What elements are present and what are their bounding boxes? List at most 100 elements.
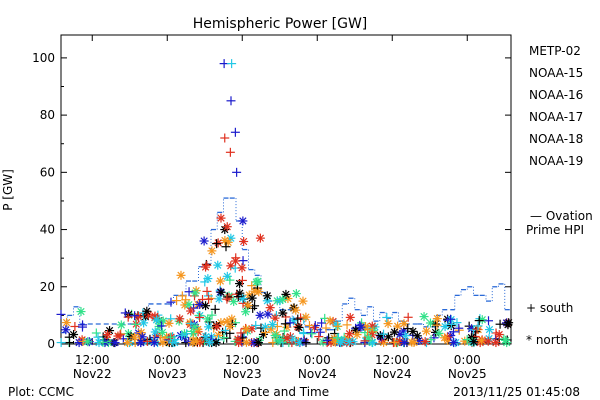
data-point-noaa-18-south bbox=[333, 321, 343, 331]
data-point-noaa-19-north bbox=[420, 337, 430, 347]
data-point-noaa-19-north bbox=[345, 312, 355, 322]
x-tick-label: 12:00 bbox=[75, 353, 110, 367]
data-point-noaa-18-north bbox=[188, 338, 198, 348]
data-point-noaa-15-south bbox=[184, 287, 194, 297]
x-tick-label: Nov24 bbox=[373, 367, 412, 381]
data-point-noaa-19-north bbox=[175, 314, 185, 324]
legend-item-noaa-17: NOAA-17 bbox=[529, 110, 583, 124]
data-point-noaa-15-south bbox=[484, 316, 494, 326]
data-point-noaa-16-south bbox=[170, 335, 180, 345]
data-point-noaa-19-north bbox=[212, 321, 222, 331]
data-point-noaa-16-south bbox=[200, 277, 210, 287]
data-point-noaa-16-south bbox=[227, 59, 237, 69]
data-point-noaa-17-south bbox=[499, 334, 509, 344]
data-point-noaa-19-south bbox=[195, 312, 205, 322]
y-tick-label: 60 bbox=[40, 165, 55, 179]
data-point-noaa-19-north bbox=[201, 262, 211, 272]
data-point-noaa-18-north bbox=[291, 305, 301, 315]
data-point-noaa-19-south bbox=[236, 328, 246, 338]
data-point-noaa-19-north bbox=[237, 263, 247, 273]
x-tick-label: Nov22 bbox=[73, 367, 112, 381]
data-point-noaa-16-north bbox=[213, 260, 223, 270]
data-point-noaa-17-north bbox=[229, 297, 239, 307]
data-point-metp-02-south bbox=[280, 319, 290, 329]
data-point-metp-02-north bbox=[262, 291, 272, 301]
data-point-noaa-18-north bbox=[62, 318, 72, 328]
x-tick-label: Nov23 bbox=[148, 367, 187, 381]
data-point-noaa-17-north bbox=[190, 322, 200, 332]
x-tick-label: 0:00 bbox=[454, 353, 481, 367]
data-point-noaa-19-north bbox=[483, 336, 493, 346]
data-point-noaa-19-north bbox=[265, 303, 275, 313]
x-axis-label: Date and Time bbox=[241, 385, 329, 399]
data-point-noaa-19-north bbox=[213, 238, 223, 248]
data-point-noaa-15-south bbox=[232, 167, 242, 177]
y-axis-label: P [GW] bbox=[1, 169, 15, 211]
data-point-noaa-17-north bbox=[76, 307, 86, 317]
data-point-metp-02-south bbox=[474, 316, 484, 326]
data-point-metp-02-north bbox=[247, 293, 257, 303]
x-tick-label: 12:00 bbox=[375, 353, 410, 367]
data-point-metp-02-north bbox=[281, 289, 291, 299]
data-point-metp-02-north bbox=[253, 338, 263, 348]
data-point-noaa-18-north bbox=[243, 300, 253, 310]
data-point-noaa-17-south bbox=[98, 337, 108, 347]
data-point-noaa-17-south bbox=[219, 333, 229, 343]
data-point-metp-02-south bbox=[210, 304, 220, 314]
data-point-noaa-19-north bbox=[233, 334, 243, 344]
data-point-noaa-16-south bbox=[379, 329, 389, 339]
data-point-noaa-16-south bbox=[452, 318, 462, 328]
data-point-noaa-17-south bbox=[332, 333, 342, 343]
data-point-noaa-18-north bbox=[241, 324, 251, 334]
data-point-noaa-15-south bbox=[317, 318, 327, 328]
data-point-noaa-17-north bbox=[434, 328, 444, 338]
data-point-metp-02-south bbox=[293, 314, 303, 324]
data-point-noaa-19-north bbox=[344, 329, 354, 339]
data-point-noaa-18-north bbox=[383, 319, 393, 329]
data-point-noaa-17-south bbox=[426, 335, 436, 345]
data-point-noaa-18-north bbox=[298, 296, 308, 306]
data-point-noaa-15-north bbox=[356, 322, 366, 332]
data-point-noaa-15-south bbox=[56, 309, 66, 319]
data-point-noaa-15-south bbox=[454, 323, 464, 333]
data-point-noaa-19-north bbox=[133, 311, 143, 321]
data-point-noaa-15-north bbox=[238, 216, 248, 226]
data-point-noaa-17-north bbox=[278, 294, 288, 304]
data-point-noaa-18-north bbox=[409, 338, 419, 348]
data-point-metp-02-south bbox=[65, 338, 75, 348]
data-point-noaa-16-north bbox=[214, 294, 224, 304]
data-point-noaa-17-north bbox=[116, 320, 126, 330]
data-point-noaa-19-north bbox=[494, 330, 504, 340]
data-point-noaa-18-north bbox=[223, 237, 233, 247]
data-point-noaa-15-north bbox=[399, 338, 409, 348]
data-point-noaa-15-south bbox=[157, 321, 167, 331]
x-tick-label: 12:00 bbox=[225, 353, 260, 367]
data-point-noaa-17-north bbox=[83, 337, 93, 347]
data-point-noaa-18-south bbox=[342, 320, 352, 330]
data-point-noaa-18-north bbox=[432, 314, 442, 324]
data-point-noaa-17-north bbox=[425, 318, 435, 328]
data-point-noaa-18-north bbox=[241, 337, 251, 347]
data-point-noaa-18-north bbox=[225, 321, 235, 331]
data-point-noaa-18-north bbox=[207, 246, 217, 256]
data-point-noaa-18-south bbox=[304, 321, 314, 331]
legend-item-noaa-18: NOAA-18 bbox=[529, 132, 583, 146]
data-point-noaa-19-south bbox=[314, 332, 324, 342]
data-point-noaa-18-south bbox=[260, 327, 270, 337]
data-point-noaa-17-south bbox=[307, 329, 317, 339]
data-point-noaa-18-south bbox=[390, 337, 400, 347]
data-point-noaa-15-north bbox=[74, 338, 84, 348]
data-point-noaa-15-south bbox=[285, 318, 295, 328]
data-point-noaa-17-north bbox=[190, 288, 200, 298]
data-point-noaa-16-north bbox=[201, 332, 211, 342]
data-point-noaa-16-north bbox=[139, 318, 149, 328]
data-point-noaa-18-north bbox=[325, 316, 335, 326]
data-point-noaa-15-south bbox=[315, 327, 325, 337]
data-point-noaa-15-north bbox=[449, 338, 459, 348]
data-point-noaa-18-north bbox=[421, 326, 431, 336]
data-point-noaa-17-north bbox=[157, 327, 167, 337]
data-point-noaa-19-south bbox=[202, 286, 212, 296]
data-point-metp-02-north bbox=[278, 308, 288, 318]
data-point-noaa-16-north bbox=[336, 338, 346, 348]
